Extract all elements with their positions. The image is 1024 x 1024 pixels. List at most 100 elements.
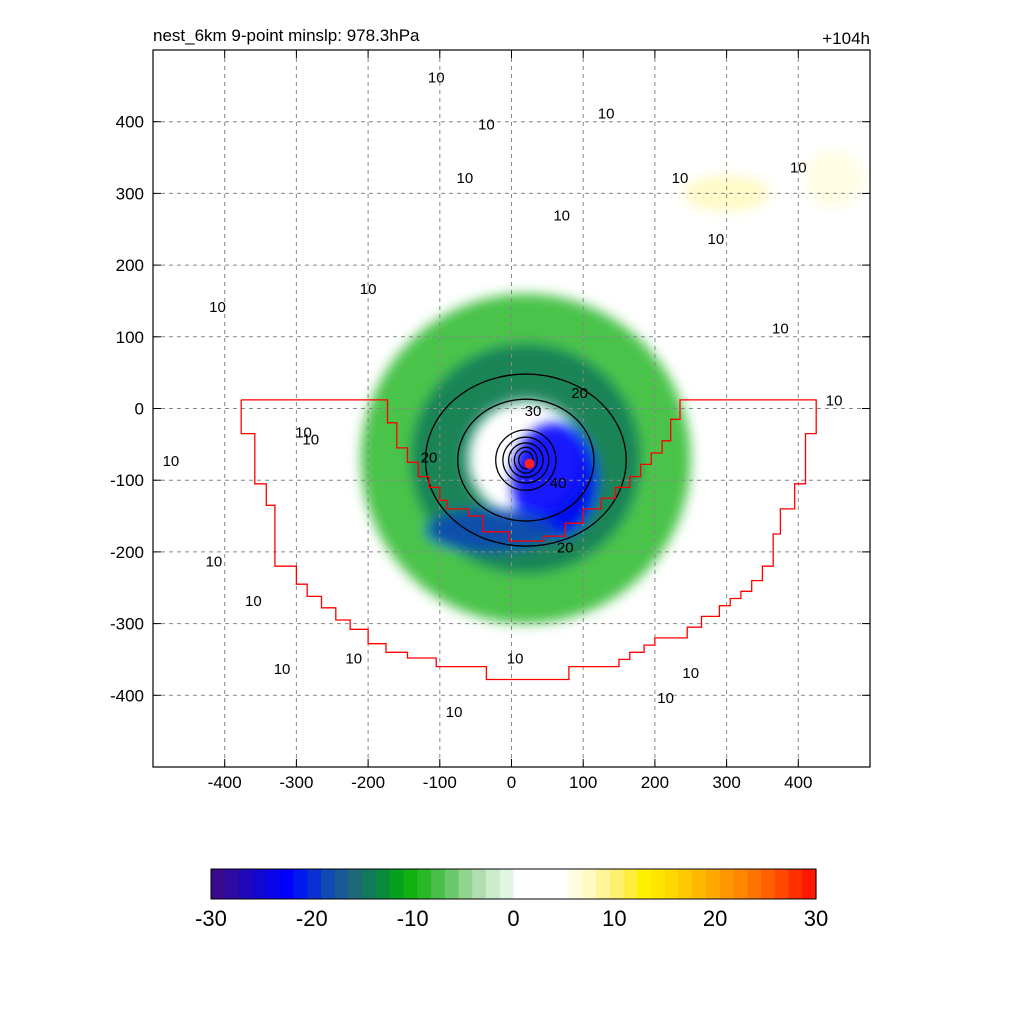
colorbar-tick-label: 10 [602,906,626,931]
shade-blob-7 [317,670,361,707]
colorbar-swatch [472,869,487,899]
contour-label: 10 [302,432,319,449]
colorbar-swatch [486,869,501,899]
y-tick-label: -300 [110,615,144,634]
colorbar-swatch [802,869,817,899]
colorbar-swatch [279,869,295,899]
colorbar-swatches [211,869,817,899]
forecast-hour-label: +104h [822,29,870,48]
y-tick-label: -400 [110,686,144,705]
colorbar-swatch [678,869,693,899]
x-tick-label: 200 [641,773,669,792]
contour-label: 10 [295,425,312,442]
colorbar-swatch [389,869,405,899]
colorbar-frame [210,868,817,900]
colorbar-swatch [334,869,350,899]
contour-label: 10 [598,105,615,122]
contour-ring-0 [424,373,627,547]
storm-center-marker [524,458,535,469]
contour-label: 10 [345,650,362,667]
colorbar-swatch [444,869,460,899]
x-tick-label: 300 [712,773,740,792]
contour-label: 10 [708,231,725,248]
x-tick-label: -300 [279,773,313,792]
colorbar-swatch [307,869,322,899]
contour-label: 10 [772,321,789,338]
colorbar-swatch [541,869,556,899]
shade-blob-5 [805,150,863,208]
contour-ring-2 [495,429,557,491]
contour-label: 10 [245,593,262,610]
contour-label: 10 [682,665,699,682]
colorbar-swatch [582,869,597,899]
y-tick-label: 300 [116,184,144,203]
y-tick-label: 400 [116,113,144,132]
contour-label: 10 [672,170,689,187]
contour-label: 20 [571,385,588,402]
colorbar-swatch [238,869,253,899]
contour-label: 10 [507,650,524,667]
colorbar-swatch [623,869,638,899]
y-tick-label: -200 [110,543,144,562]
x-tick-label: 0 [507,773,516,792]
contour-label: 10 [553,207,570,224]
contour-ring-1 [457,398,595,522]
colorbar-swatch [211,869,226,899]
contour-label: 10 [657,690,674,707]
colorbar-swatch [348,869,363,899]
contour-ring-4 [507,442,544,478]
colorbar-swatch [609,869,625,899]
y-tick-label: 0 [135,400,144,419]
x-tick-label: 100 [569,773,597,792]
x-tick-label: -400 [208,773,242,792]
colorbar-swatch [651,869,666,899]
colorbar-swatch [596,869,611,899]
colorbar-swatch [554,869,570,899]
colorbar-swatch [321,869,336,899]
colorbar-tick-label: 30 [804,906,828,931]
colorbar-swatch [568,869,583,899]
contour-label: 10 [446,704,463,721]
colorbar-swatch [706,869,721,899]
colorbar-swatch [362,869,377,899]
colorbar-swatch [417,869,432,899]
contour-label: 10 [360,281,377,298]
shade-blob-4 [683,175,770,212]
x-tick-label: 400 [784,773,812,792]
contour-label: 10 [209,299,226,316]
contour-label: 10 [790,159,807,176]
colorbar-swatch [458,869,473,899]
colorbar: -30 -20 -10 0 10 20 30 [195,868,828,931]
contour-label: 30 [525,403,542,420]
red-boundary-line [240,399,817,681]
contour-label: 40 [550,475,567,492]
colorbar-swatch [774,869,790,899]
colorbar-swatch [637,869,652,899]
contour-label: 10 [163,453,180,470]
colorbar-swatch [747,869,762,899]
colorbar-swatch [266,869,281,899]
colorbar-swatch [431,869,446,899]
axes: -400 -300 -200 -100 0 100 200 300 40040030020010… [110,50,870,792]
x-tick-label: -100 [423,773,457,792]
contour-label: 10 [274,661,291,678]
colorbar-tick-label: 20 [703,906,727,931]
colorbar-swatch [293,869,308,899]
chart-title: nest_6km 9-point minslp: 978.3hPa [153,26,420,45]
contour-ring-3 [502,436,550,484]
plot-background [153,50,870,767]
colorbar-swatch [692,869,707,899]
contour-label: 10 [206,554,223,571]
contour-label: 10 [457,170,474,187]
y-tick-label: 200 [116,256,144,275]
colorbar-swatch [403,869,418,899]
shade-blob-6 [805,415,863,502]
colorbar-tick-label: -30 [195,906,227,931]
contour-labels: 1010101010101010101010101010101010101010… [163,70,843,722]
contour-lines [424,373,627,547]
colorbar-swatch [224,869,240,899]
colorbar-swatch [252,869,267,899]
contour-ring-5 [513,446,538,474]
y-tick-label: 100 [116,328,144,347]
